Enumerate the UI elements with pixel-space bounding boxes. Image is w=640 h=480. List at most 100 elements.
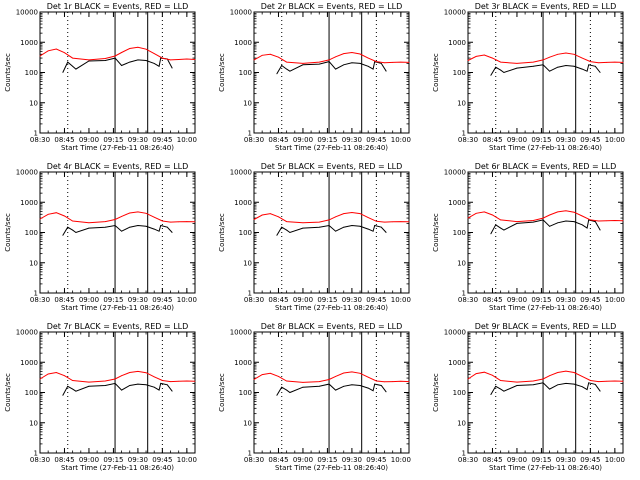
- x-tick-label: 09:45: [366, 456, 386, 464]
- data-point: [261, 374, 263, 376]
- series-line-red: [39, 370, 196, 383]
- y-tick-label: 1000: [234, 199, 252, 207]
- x-axis-label: Start Time (27-Feb-11 08:26:40): [489, 464, 602, 472]
- data-point: [67, 385, 69, 387]
- x-tick-label: 09:45: [152, 136, 172, 144]
- data-point: [335, 56, 336, 58]
- y-tick-label: 10: [243, 259, 252, 267]
- data-point: [286, 61, 288, 63]
- x-tick-label: 08:30: [30, 456, 50, 464]
- data-point: [565, 370, 567, 372]
- data-point: [557, 66, 559, 68]
- data-point: [88, 60, 90, 62]
- x-tick-label: 10:00: [177, 296, 197, 304]
- data-point: [171, 67, 173, 69]
- x-tick-label: 09:00: [79, 456, 99, 464]
- y-axis-label: Counts/sec: [432, 53, 440, 92]
- x-tick-label: 09:00: [293, 456, 313, 464]
- data-point: [565, 52, 567, 54]
- panel-8: Det 8r BLACK = Events, RED = LLD 1 10 100 10…: [218, 322, 411, 472]
- data-point: [158, 389, 160, 391]
- data-point: [145, 60, 147, 61]
- data-point: [281, 65, 283, 66]
- chart-title: Det 8r BLACK = Events, RED = LLD: [261, 322, 403, 331]
- series-line-red: [467, 370, 624, 383]
- data-point: [516, 381, 518, 383]
- data-point: [170, 59, 171, 61]
- data-point: [129, 372, 131, 373]
- data-point: [153, 376, 155, 378]
- data-point: [302, 227, 304, 229]
- y-tick-label: 1000: [20, 199, 38, 207]
- data-point: [328, 219, 330, 221]
- data-point: [586, 389, 588, 390]
- y-tick-label: 1000: [234, 359, 252, 367]
- data-point: [490, 233, 492, 235]
- data-point: [302, 64, 304, 66]
- y-tick-label: 100: [453, 389, 466, 397]
- y-tick-label: 1: [34, 450, 38, 458]
- data-point: [137, 59, 139, 61]
- data-point: [121, 230, 122, 232]
- data-point: [261, 214, 263, 216]
- x-tick-label: 09:15: [317, 456, 337, 464]
- data-point: [622, 220, 624, 222]
- x-tick-label: 08:45: [54, 296, 74, 304]
- plot-frame: [39, 331, 196, 454]
- x-tick-label: 08:45: [268, 136, 288, 144]
- x-tick-label: 09:15: [317, 136, 337, 144]
- data-point: [375, 61, 377, 62]
- data-point: [286, 389, 288, 391]
- data-point: [160, 225, 162, 226]
- data-point: [88, 227, 90, 229]
- data-point: [55, 372, 57, 373]
- data-point: [581, 376, 583, 377]
- data-point: [104, 380, 106, 382]
- data-point: [343, 53, 345, 55]
- chart-title: Det 3r BLACK = Events, RED = LLD: [475, 2, 617, 11]
- data-point: [261, 54, 263, 56]
- x-tick-label: 10:00: [391, 456, 411, 464]
- data-point: [367, 217, 369, 219]
- data-point: [495, 224, 497, 226]
- data-point: [145, 225, 147, 227]
- x-tick-label: 09:30: [556, 456, 576, 464]
- data-point: [557, 372, 559, 373]
- data-point: [467, 217, 469, 219]
- data-point: [542, 219, 544, 221]
- data-point: [374, 225, 376, 226]
- data-point: [72, 220, 74, 222]
- x-tick-label: 09:15: [103, 136, 123, 144]
- plot-frame: [467, 331, 624, 454]
- data-point: [532, 384, 534, 386]
- data-point: [359, 62, 361, 64]
- data-point: [178, 380, 180, 382]
- data-point: [581, 57, 583, 59]
- data-point: [588, 64, 590, 66]
- data-point: [367, 65, 369, 67]
- data-point: [137, 225, 139, 226]
- x-tick-label: 09:15: [531, 296, 551, 304]
- panel-6: Det 6r BLACK = Events, RED = LLD 1 10 100 10…: [432, 162, 625, 312]
- data-point: [343, 213, 345, 215]
- y-tick-label: 10: [243, 419, 252, 427]
- data-point: [475, 212, 477, 214]
- series-line-black: [490, 219, 601, 235]
- data-point: [276, 395, 278, 396]
- data-point: [104, 60, 106, 61]
- data-point: [598, 220, 599, 222]
- data-point: [495, 385, 497, 387]
- y-tick-label: 100: [453, 69, 466, 77]
- data-point: [121, 65, 122, 66]
- panel-9: Det 9r BLACK = Events, RED = LLD 1 10 100 10…: [432, 322, 625, 472]
- data-point: [516, 385, 518, 386]
- x-tick-label: 09:45: [366, 136, 386, 144]
- data-point: [492, 57, 493, 59]
- data-point: [400, 380, 402, 382]
- y-tick-label: 100: [453, 229, 466, 237]
- series-line-black: [276, 383, 387, 396]
- series-line-red: [467, 210, 624, 223]
- x-tick-label: 09:45: [366, 296, 386, 304]
- data-point: [47, 373, 49, 375]
